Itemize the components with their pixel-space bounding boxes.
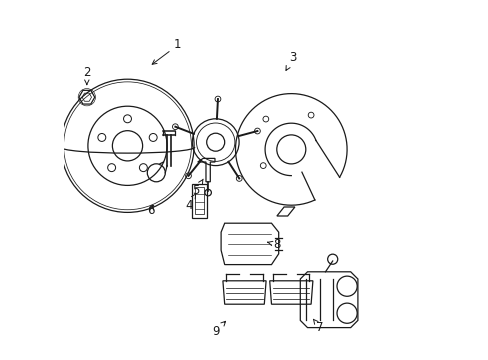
Text: 2: 2 (83, 66, 90, 85)
Text: 4: 4 (184, 194, 196, 212)
Text: 8: 8 (267, 238, 280, 251)
Text: 6: 6 (147, 204, 154, 217)
Text: 1: 1 (152, 39, 181, 64)
Text: 5: 5 (192, 179, 203, 197)
Text: 7: 7 (313, 319, 323, 334)
Text: 9: 9 (211, 321, 225, 338)
Text: 3: 3 (285, 51, 296, 71)
